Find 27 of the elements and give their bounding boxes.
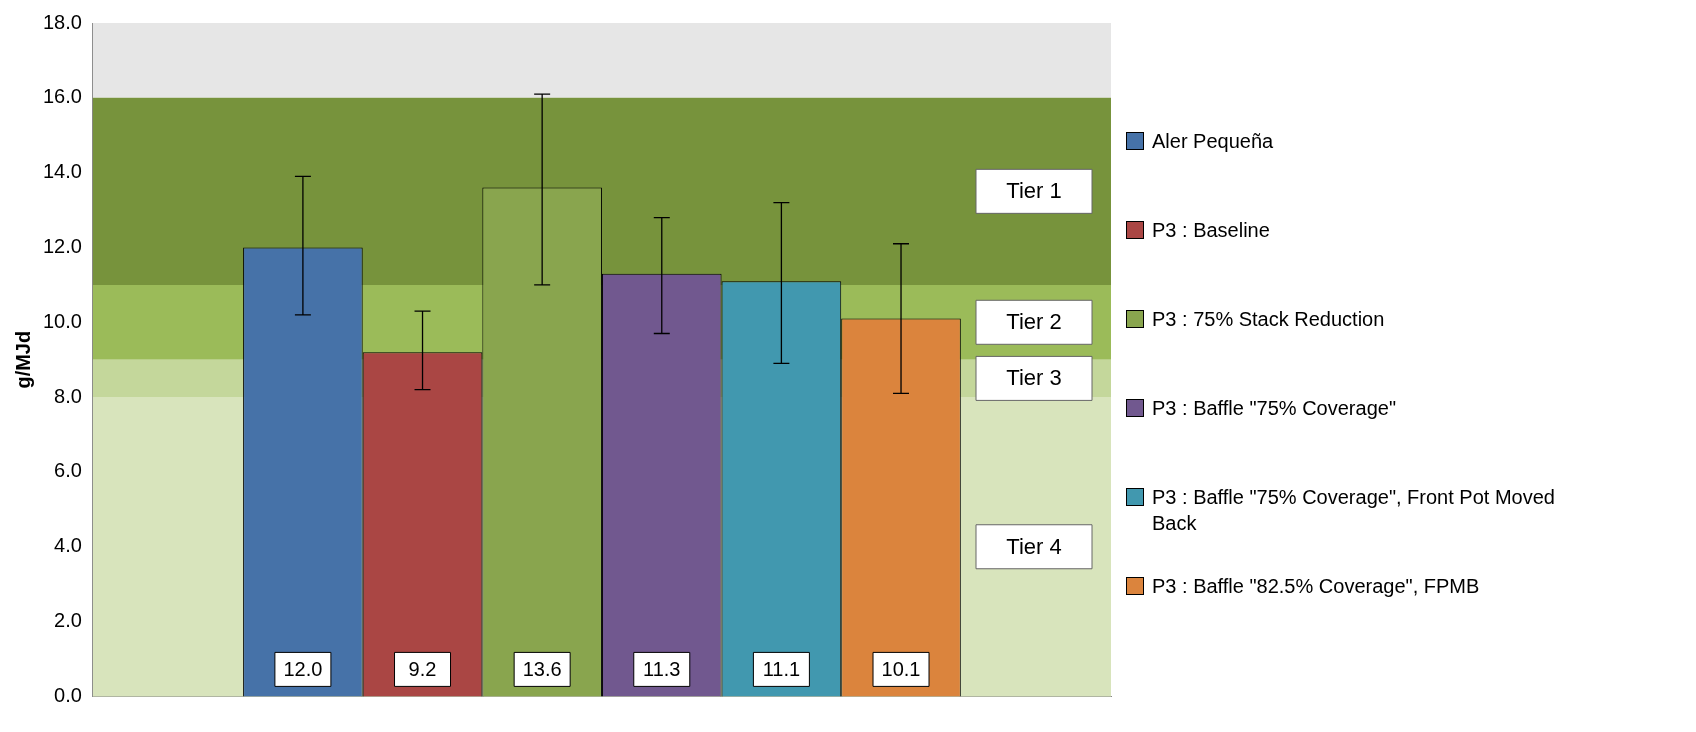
- legend-label: P3 : Baffle "82.5% Coverage", FPMB: [1152, 574, 1480, 599]
- legend-label: P3 : Baffle "75% Coverage": [1152, 396, 1396, 421]
- y-tick-label: 0.0: [54, 683, 82, 706]
- y-axis-title: g/MJd: [11, 330, 34, 389]
- y-tick-label: 10.0: [42, 309, 82, 332]
- data-label: 12.0: [283, 657, 323, 680]
- band-label: Tier 1: [1006, 178, 1062, 204]
- y-tick-label: 2.0: [54, 609, 82, 632]
- data-label: 11.1: [762, 657, 801, 680]
- band-label: Tier 3: [1006, 365, 1062, 391]
- y-tick-label: 6.0: [54, 459, 82, 482]
- band-label: Tier 4: [1006, 533, 1062, 559]
- data-label: 11.3: [643, 657, 681, 680]
- y-tick-label: 16.0: [42, 85, 82, 108]
- y-tick-label: 8.0: [54, 384, 82, 407]
- data-label: 9.2: [408, 657, 437, 680]
- legend-label: P3 : 75% Stack Reduction: [1152, 307, 1385, 332]
- y-tick-label: 12.0: [42, 234, 82, 257]
- y-tick-label: 14.0: [42, 160, 82, 183]
- data-label: 10.1: [881, 657, 921, 680]
- legend-label: P3 : Baseline: [1152, 218, 1270, 243]
- band-label: Tier 2: [1006, 309, 1062, 335]
- data-label: 13.6: [522, 657, 562, 680]
- y-tick-label: 4.0: [54, 534, 82, 557]
- legend-label: P3 : Baffle "75% Coverage", Front Pot Moved Back: [1152, 485, 1556, 536]
- legend-label: Aler Pequeña: [1152, 129, 1274, 154]
- y-tick-label: 18.0: [42, 10, 82, 33]
